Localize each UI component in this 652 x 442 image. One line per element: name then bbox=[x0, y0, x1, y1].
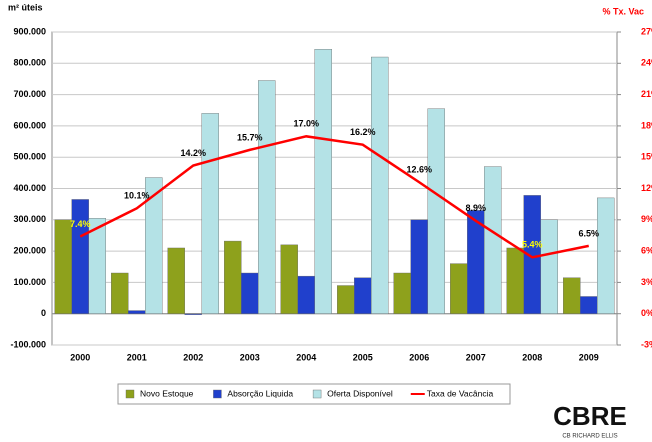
bar bbox=[54, 219, 72, 314]
bar bbox=[506, 247, 524, 314]
bar bbox=[597, 197, 615, 314]
bar bbox=[484, 166, 502, 314]
bar bbox=[280, 244, 298, 314]
bar bbox=[314, 49, 332, 314]
data-label: 7.4% bbox=[70, 219, 91, 229]
y-tick-label: 200.000 bbox=[13, 245, 46, 255]
y2-tick-label: -3% bbox=[641, 339, 652, 349]
bar bbox=[450, 263, 468, 314]
y2-axis-label: % Tx. Vac bbox=[602, 6, 644, 16]
y2-tick-label: 6% bbox=[641, 245, 652, 255]
y2-tick-label: 15% bbox=[641, 152, 652, 162]
y-tick-label: 400.000 bbox=[13, 183, 46, 193]
bar bbox=[410, 219, 428, 314]
y2-tick-label: 24% bbox=[641, 58, 652, 68]
y-tick-label: 800.000 bbox=[13, 58, 46, 68]
bar bbox=[371, 56, 389, 314]
data-label: 15.7% bbox=[237, 132, 263, 142]
logo: CBRE bbox=[553, 401, 627, 431]
x-tick-label: 2008 bbox=[522, 352, 542, 362]
x-tick-label: 2009 bbox=[579, 352, 599, 362]
bar bbox=[427, 108, 445, 314]
x-tick-label: 2005 bbox=[353, 352, 373, 362]
x-tick-label: 2007 bbox=[466, 352, 486, 362]
y2-tick-label: 9% bbox=[641, 214, 652, 224]
y2-tick-label: 27% bbox=[641, 26, 652, 36]
line bbox=[79, 135, 589, 259]
legend-label: Absorção Liquida bbox=[227, 388, 293, 398]
data-label: 6.5% bbox=[578, 228, 599, 238]
bar bbox=[88, 218, 106, 314]
bar bbox=[71, 199, 89, 314]
legend-label: Novo Estoque bbox=[140, 388, 194, 398]
bar bbox=[145, 177, 163, 314]
x-tick-label: 2001 bbox=[127, 352, 147, 362]
y-tick-label: 100.000 bbox=[13, 277, 46, 287]
y2-tick-label: 18% bbox=[641, 120, 652, 130]
legend-swatch bbox=[312, 389, 322, 399]
bar bbox=[128, 310, 146, 314]
bar bbox=[540, 219, 558, 314]
x-tick-label: 2006 bbox=[409, 352, 429, 362]
legend: Novo Estoque Absorção Liquida Oferta Dispo… bbox=[125, 388, 494, 399]
y2-tick-label: 3% bbox=[641, 277, 652, 287]
y-tick-label: 500.000 bbox=[13, 152, 46, 162]
y2-tick-label: 21% bbox=[641, 89, 652, 99]
bar bbox=[111, 272, 129, 314]
x-tick-label: 2000 bbox=[70, 352, 90, 362]
y2-tick-label: 12% bbox=[641, 183, 652, 193]
y-tick-label: -100.000 bbox=[10, 339, 46, 349]
bar bbox=[580, 296, 598, 314]
data-label: 10.1% bbox=[124, 191, 150, 201]
legend-label: Taxa de Vacância bbox=[427, 388, 494, 398]
x-tick-label: 2004 bbox=[296, 352, 316, 362]
bar bbox=[258, 80, 276, 314]
bar bbox=[224, 240, 242, 314]
y-tick-label: 300.000 bbox=[13, 214, 46, 224]
data-label: 12.6% bbox=[406, 165, 432, 175]
y-tick-label: 600.000 bbox=[13, 120, 46, 130]
y-tick-label: 700.000 bbox=[13, 89, 46, 99]
bar bbox=[201, 113, 219, 314]
bar bbox=[297, 275, 315, 314]
data-label: 8.9% bbox=[465, 203, 486, 213]
bar bbox=[393, 272, 411, 314]
y-tick-label: 0 bbox=[41, 308, 46, 318]
y-tick-label: 900.000 bbox=[13, 26, 46, 36]
bar bbox=[241, 272, 259, 314]
bar bbox=[563, 277, 581, 314]
bar bbox=[337, 285, 355, 314]
x-tick-label: 2002 bbox=[183, 352, 203, 362]
data-label: 17.0% bbox=[293, 119, 319, 129]
data-label: 16.2% bbox=[350, 127, 376, 137]
bar bbox=[184, 313, 202, 315]
x-tick-label: 2003 bbox=[240, 352, 260, 362]
y-axis-label: m² úteis bbox=[8, 2, 43, 12]
data-label: 5.4% bbox=[522, 240, 543, 250]
legend-label: Oferta Disponível bbox=[327, 388, 393, 398]
legend-swatch bbox=[213, 389, 222, 399]
bar bbox=[167, 247, 185, 314]
logo-subtext: CB RICHARD ELLIS bbox=[562, 434, 617, 440]
legend-swatch bbox=[125, 389, 135, 399]
bar bbox=[354, 277, 372, 314]
y2-tick-label: 0% bbox=[641, 308, 652, 318]
data-label: 14.2% bbox=[180, 148, 206, 158]
